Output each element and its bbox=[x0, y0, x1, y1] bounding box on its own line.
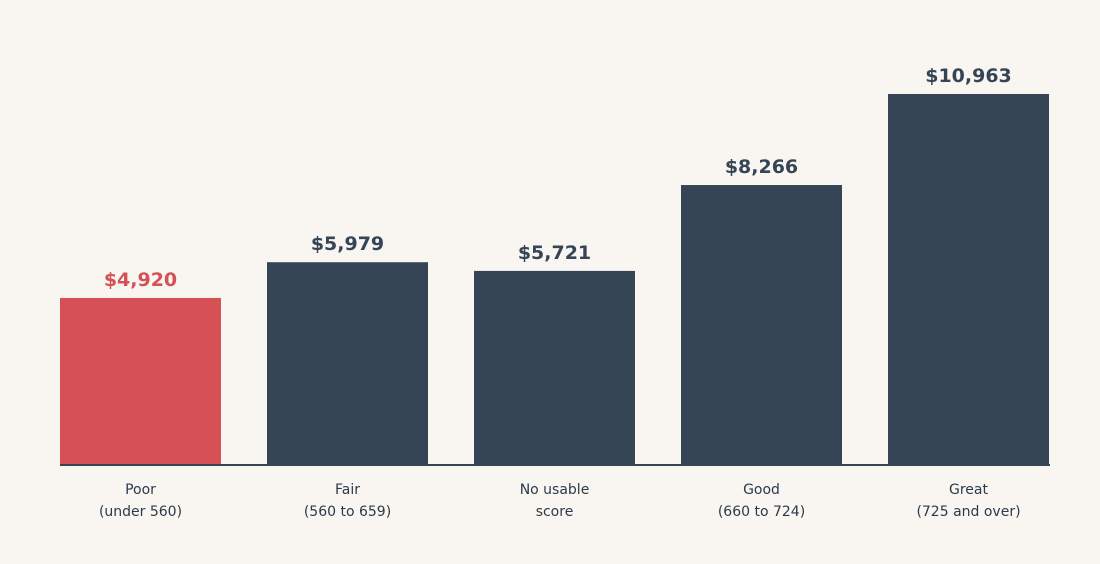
value-label-2: $5,979 bbox=[311, 233, 384, 255]
category-label-2-line-2: (560 to 659) bbox=[304, 504, 391, 520]
bar-4 bbox=[681, 185, 842, 464]
value-labels-group: $4,920 $5,979 $5,721 $8,266 $10,963 bbox=[104, 65, 1012, 291]
bars-group bbox=[60, 94, 1049, 464]
bar-1 bbox=[60, 297, 221, 464]
bar-2 bbox=[267, 262, 428, 464]
category-label-5-line-2: (725 and over) bbox=[916, 504, 1020, 520]
category-label-5-line-1: Great bbox=[949, 482, 988, 498]
category-label-4-line-1: Good bbox=[743, 482, 780, 498]
bar-3 bbox=[474, 270, 635, 464]
category-label-3-line-1: No usable bbox=[520, 482, 590, 498]
category-label-3-line-2: score bbox=[536, 504, 574, 520]
value-label-3: $5,721 bbox=[518, 242, 591, 264]
category-label-4-line-2: (660 to 724) bbox=[718, 504, 805, 520]
value-label-1: $4,920 bbox=[104, 269, 177, 291]
bar-5 bbox=[888, 94, 1049, 464]
value-label-4: $8,266 bbox=[725, 156, 798, 178]
value-label-5: $10,963 bbox=[925, 65, 1012, 87]
category-label-1-line-1: Poor bbox=[125, 482, 156, 498]
category-label-2-line-1: Fair bbox=[335, 482, 360, 498]
category-label-1-line-2: (under 560) bbox=[99, 504, 182, 520]
category-labels-group: Poor (under 560) Fair (560 to 659) No usable… bbox=[99, 482, 1021, 520]
